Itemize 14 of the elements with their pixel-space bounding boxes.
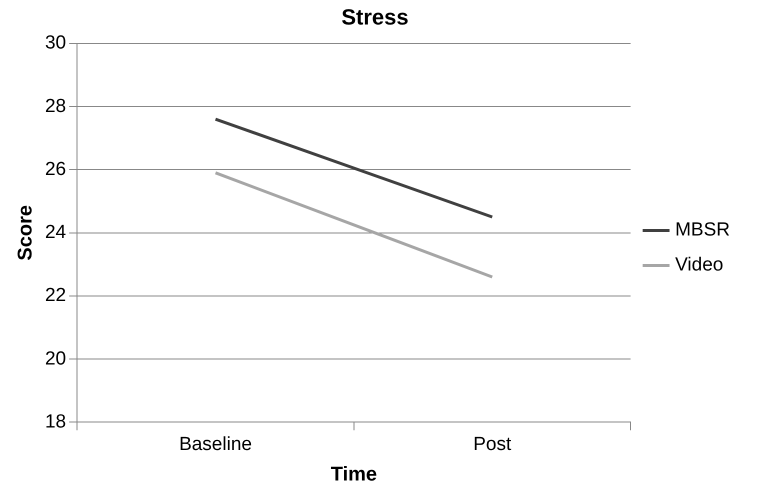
y-tick-label: 20 bbox=[44, 348, 66, 370]
legend-label: MBSR bbox=[675, 220, 730, 241]
y-tick-label: 22 bbox=[44, 285, 66, 306]
y-tick-label: 18 bbox=[44, 411, 66, 432]
y-tick-label: 24 bbox=[44, 222, 67, 244]
y-axis-title: Score bbox=[14, 205, 37, 261]
legend-label: Video bbox=[675, 254, 724, 276]
x-axis-title: Time bbox=[330, 464, 378, 486]
y-tick-label: 28 bbox=[44, 96, 66, 117]
chart-title: Stress bbox=[341, 4, 409, 30]
x-tick-label: Baseline bbox=[179, 434, 252, 455]
x-tick-label: Post bbox=[473, 434, 512, 455]
y-tick-label: 30 bbox=[44, 32, 66, 54]
y-tick-label: 26 bbox=[44, 158, 66, 180]
